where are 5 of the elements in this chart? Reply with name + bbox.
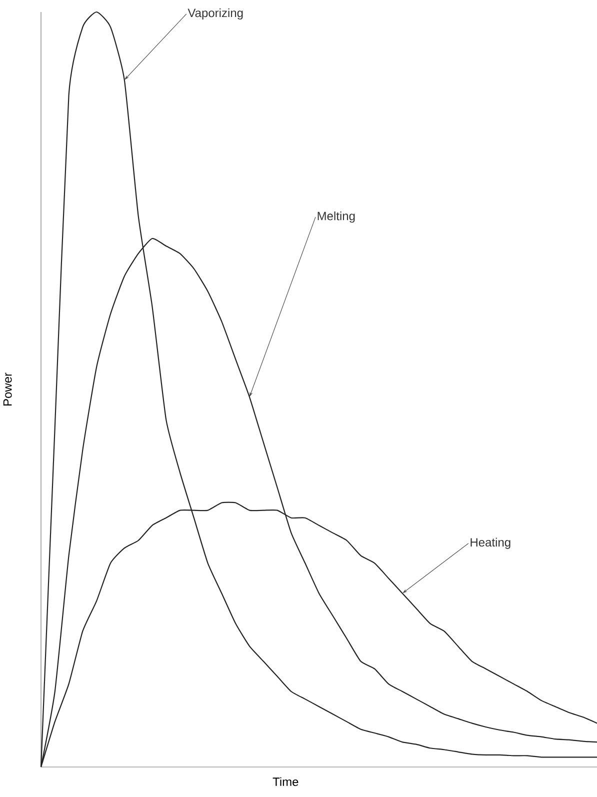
text: Vaporizing — [188, 8, 243, 20]
y-axis-title: Power — [3, 372, 12, 406]
text: Melting — [318, 211, 355, 223]
x-axis-title: Time — [272, 777, 298, 786]
text: Heating — [470, 538, 510, 549]
